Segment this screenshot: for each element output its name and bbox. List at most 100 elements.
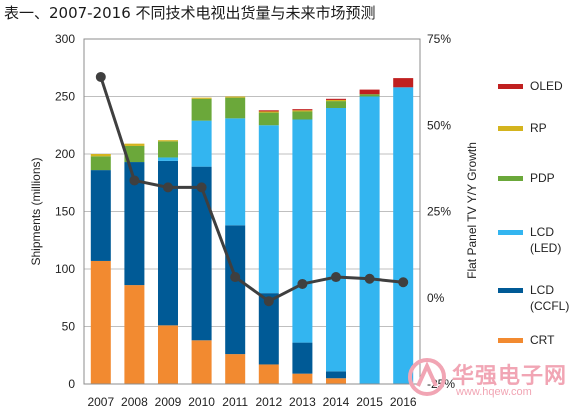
bar-stacks — [90, 78, 414, 385]
y2-tick-label: 0% — [427, 291, 445, 305]
bar-segment-lcdled — [225, 118, 246, 226]
bar-segment-lcdled — [292, 119, 313, 343]
y2-tick-label: 50% — [427, 118, 451, 132]
growth-line-point — [398, 277, 409, 288]
bar-segment-crt — [292, 373, 313, 384]
growth-line-point — [95, 71, 106, 82]
x-tick-label: 2008 — [121, 395, 148, 409]
bar-segment-crt — [124, 285, 145, 384]
bar-segment-lcdccfl — [225, 225, 246, 355]
page-title: 表一、2007-2016 不同技术电视出货量与未来市场预测 — [4, 4, 376, 22]
bar-segment-crt — [258, 364, 279, 384]
y-tick-label: 50 — [62, 320, 76, 334]
bar-segment-oled — [359, 89, 380, 95]
x-tick-label: 2014 — [323, 395, 350, 409]
watermark: 华强电子网 www.hqew.com — [402, 354, 572, 404]
bar-segment-rp — [158, 140, 178, 142]
bar-segment-oled — [393, 78, 414, 88]
bar-segment-lcdled — [258, 125, 279, 294]
bar-segment-crt — [191, 340, 212, 384]
bar-segment-oled — [292, 109, 313, 111]
legend-swatch — [498, 288, 523, 293]
watermark-text: 华强电子网 — [452, 364, 568, 389]
watermark-logo-icon — [408, 358, 446, 396]
x-tick-label: 2009 — [155, 395, 182, 409]
bar-segment-oled — [326, 98, 346, 100]
bar-segment-lcdled — [326, 108, 346, 372]
y-axis-title: Shipments (millions) — [29, 157, 43, 265]
growth-line-point — [129, 175, 140, 186]
growth-line-path — [99, 76, 404, 303]
bar-segment-rp — [90, 154, 111, 157]
bar-segment-pdp — [225, 97, 246, 119]
bar-segment-lcdccfl — [191, 166, 212, 341]
bar-segment-rp — [292, 110, 313, 112]
legend-swatch — [498, 176, 523, 181]
x-tick-label: 2010 — [188, 395, 215, 409]
y-tick-label: 200 — [55, 147, 75, 161]
legend-label: OLED — [530, 79, 563, 93]
legend-label: LCD (CCFL) — [530, 283, 570, 313]
bar-segment-pdp — [258, 112, 279, 126]
bar-segment-pdp — [191, 98, 212, 121]
bar-segment-lcdccfl — [258, 293, 279, 365]
growth-line-point — [163, 182, 173, 193]
bar-segment-pdp — [158, 141, 178, 158]
y2-axis-title: Flat Panel TV Y/Y Growth — [465, 142, 479, 279]
bar-segment-lcdccfl — [124, 162, 145, 286]
legend-swatch — [498, 126, 523, 131]
bar-segment-crt — [158, 325, 178, 384]
legend-label: RP — [530, 121, 547, 135]
x-tick-label: 2013 — [289, 395, 316, 409]
bar-segment-rp — [124, 143, 145, 146]
axes — [83, 38, 421, 385]
bar-segment-lcdled — [191, 120, 212, 167]
legend-label: LCD (LED) — [530, 225, 562, 255]
y-tick-label: 100 — [55, 262, 75, 276]
growth-line-point — [263, 296, 274, 307]
bar-segment-crt — [225, 354, 246, 384]
bar-segment-lcdccfl — [326, 371, 346, 379]
bar-segment-pdp — [124, 145, 145, 163]
y2-tick-label: 75% — [427, 32, 451, 46]
y-tick-label: 250 — [55, 90, 75, 104]
watermark-url: www.hqew.com — [456, 386, 532, 398]
growth-line-point — [364, 273, 375, 284]
x-tick-label: 2007 — [87, 395, 114, 409]
bar-segment-lcdccfl — [90, 170, 111, 261]
bar-segment-rp — [326, 99, 346, 102]
bar-segment-lcdccfl — [158, 160, 178, 326]
bar-segment-lcdled — [359, 96, 380, 384]
bar-segment-pdp — [90, 156, 111, 171]
legend-label: CRT — [530, 333, 555, 347]
bar-segment-oled — [258, 110, 279, 112]
bar-segment-pdp — [326, 101, 346, 108]
bar-segment-lcdccfl — [292, 342, 313, 374]
growth-line-point — [297, 278, 308, 289]
growth-line — [95, 71, 409, 307]
x-tick-label: 2015 — [356, 395, 383, 409]
bar-segment-rp — [258, 111, 279, 113]
y-tick-label: 300 — [55, 32, 75, 46]
growth-line-point — [196, 182, 207, 193]
bar-segment-lcdled — [393, 87, 414, 385]
bar-segment-crt — [90, 260, 111, 384]
bar-segment-rp — [191, 97, 212, 99]
legend-swatch — [498, 230, 523, 235]
y-tick-label: 0 — [68, 377, 75, 391]
x-tick-label: 2016 — [390, 395, 417, 409]
plot-frame — [83, 38, 421, 385]
growth-line-point — [230, 272, 241, 283]
legend-label: PDP — [530, 171, 555, 185]
legend-swatch — [498, 338, 523, 343]
legend-swatch — [498, 84, 523, 89]
bar-segment-rp — [225, 96, 246, 98]
y-tick-label: 150 — [55, 205, 75, 219]
x-tick-label: 2012 — [255, 395, 282, 409]
bar-segment-pdp — [359, 94, 380, 97]
bar-segment-crt — [326, 378, 346, 384]
growth-line-point — [331, 272, 341, 283]
bar-segment-lcdled — [158, 157, 178, 161]
x-tick-label: 2011 — [222, 395, 248, 409]
